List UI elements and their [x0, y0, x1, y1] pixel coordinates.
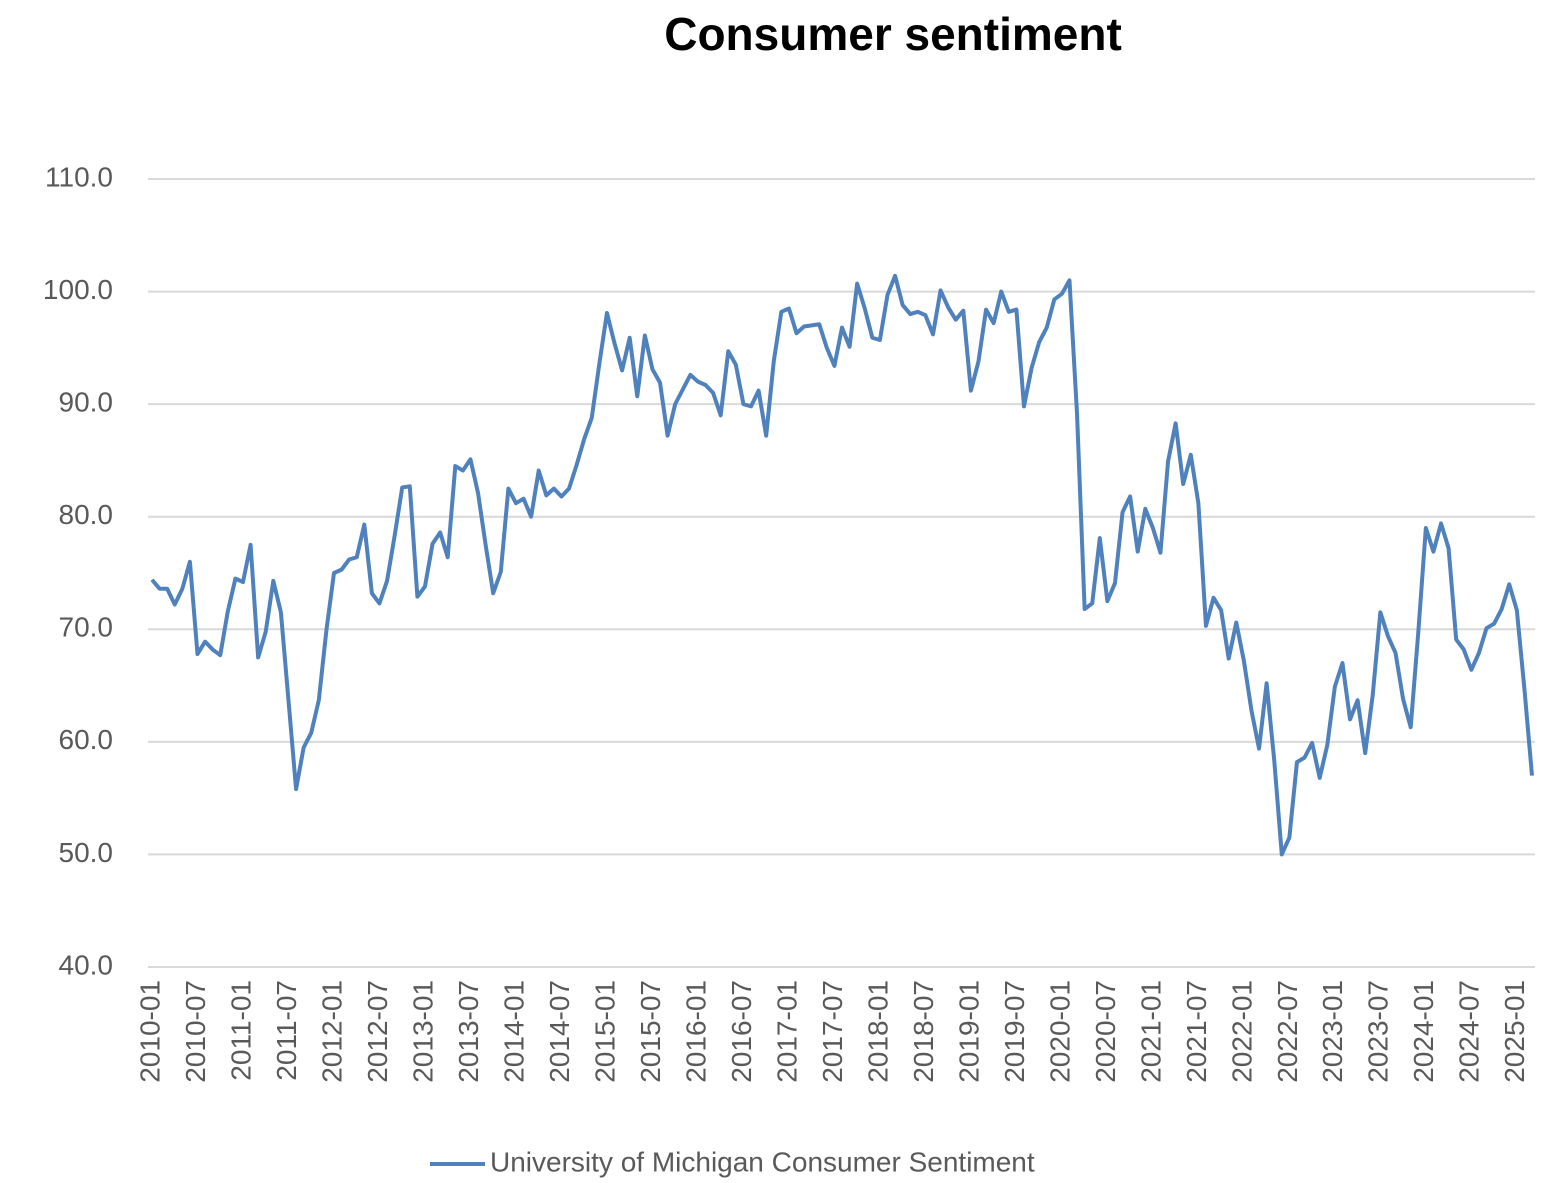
y-tick-label: 60.0 — [59, 724, 114, 755]
x-tick-label: 2023-01 — [1317, 980, 1348, 1083]
x-tick-label: 2012-07 — [362, 980, 393, 1083]
data-line — [150, 273, 1534, 857]
y-tick-label: 50.0 — [59, 837, 114, 868]
x-tick-label: 2010-01 — [134, 980, 165, 1083]
x-tick-label: 2021-07 — [1181, 980, 1212, 1083]
y-tick-label: 40.0 — [59, 949, 114, 980]
x-tick-label: 2013-01 — [407, 980, 438, 1083]
chart-title: Consumer sentiment — [664, 8, 1122, 60]
x-tick-label: 2019-07 — [999, 980, 1030, 1083]
x-tick-label: 2024-01 — [1408, 980, 1439, 1083]
x-tick-label: 2020-07 — [1090, 980, 1121, 1083]
x-tick-label: 2014-01 — [498, 980, 529, 1083]
y-tick-label: 70.0 — [59, 612, 114, 643]
x-tick-label: 2023-07 — [1363, 980, 1394, 1083]
x-tick-label: 2017-07 — [817, 980, 848, 1083]
x-tick-label: 2025-01 — [1499, 980, 1530, 1083]
x-tick-label: 2010-07 — [180, 980, 211, 1083]
x-tick-label: 2020-01 — [1044, 980, 1075, 1083]
x-tick-label: 2013-07 — [453, 980, 484, 1083]
x-tick-label: 2016-01 — [680, 980, 711, 1083]
x-tick-label: 2015-01 — [589, 980, 620, 1083]
x-tick-label: 2012-01 — [316, 980, 347, 1083]
x-tick-label: 2011-07 — [271, 980, 302, 1081]
x-tick-label: 2024-07 — [1454, 980, 1485, 1083]
x-tick-label: 2019-01 — [953, 980, 984, 1083]
x-tick-label: 2018-07 — [908, 980, 939, 1083]
y-tick-label: 110.0 — [45, 161, 113, 192]
y-tick-label: 80.0 — [59, 499, 114, 530]
x-tick-label: 2021-01 — [1135, 980, 1166, 1083]
x-tick-label: 2022-01 — [1226, 980, 1257, 1083]
y-tick-label: 100.0 — [43, 274, 113, 305]
x-tick-label: 2011-01 — [225, 980, 256, 1081]
x-tick-label: 2016-07 — [726, 980, 757, 1083]
x-tick-label: 2017-01 — [771, 980, 802, 1083]
x-tick-label: 2022-07 — [1272, 980, 1303, 1083]
x-tick-label: 2018-01 — [862, 980, 893, 1083]
y-tick-label: 90.0 — [59, 387, 114, 418]
x-tick-label: 2015-07 — [635, 980, 666, 1083]
x-tick-label: 2014-07 — [544, 980, 575, 1083]
legend-label: University of Michigan Consumer Sentimen… — [490, 1146, 1035, 1177]
